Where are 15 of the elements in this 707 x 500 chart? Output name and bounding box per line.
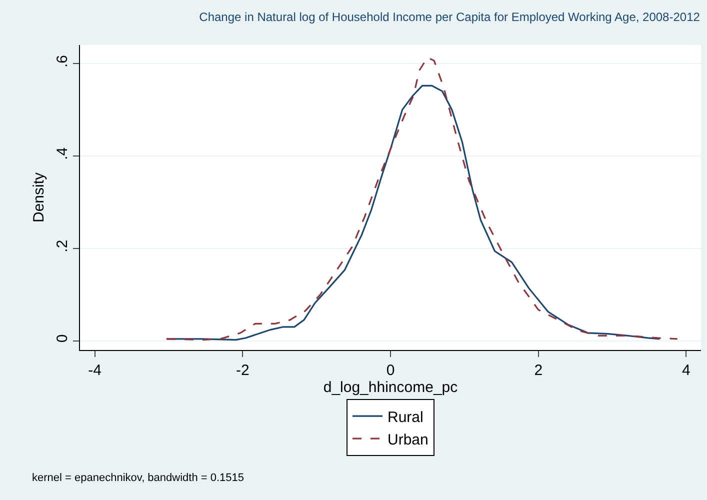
y-axis-title: Density bbox=[30, 172, 48, 223]
y-tick-label: 0 bbox=[54, 334, 71, 343]
legend-label: Rural bbox=[388, 408, 424, 426]
y-tick-label: .6 bbox=[54, 54, 71, 68]
x-tick-label: 2 bbox=[534, 362, 543, 379]
x-axis-title: d_log_hhincome_pc bbox=[323, 379, 458, 396]
x-tick-label: 0 bbox=[386, 362, 395, 379]
x-tick-label: -2 bbox=[236, 362, 250, 379]
y-tick-label: .2 bbox=[54, 240, 71, 252]
y-tick-label: .4 bbox=[54, 147, 71, 160]
text: kernel = epanechnikov, bandwidth = 0.1515 bbox=[32, 472, 244, 484]
x-tick-label: 4 bbox=[682, 362, 690, 379]
x-tick-label: -4 bbox=[88, 362, 102, 379]
legend-label: Urban bbox=[388, 431, 428, 448]
chart-title: Change in Natural log of Household Income per Capita for Employed Working Age, 2008-2012 bbox=[199, 10, 700, 24]
